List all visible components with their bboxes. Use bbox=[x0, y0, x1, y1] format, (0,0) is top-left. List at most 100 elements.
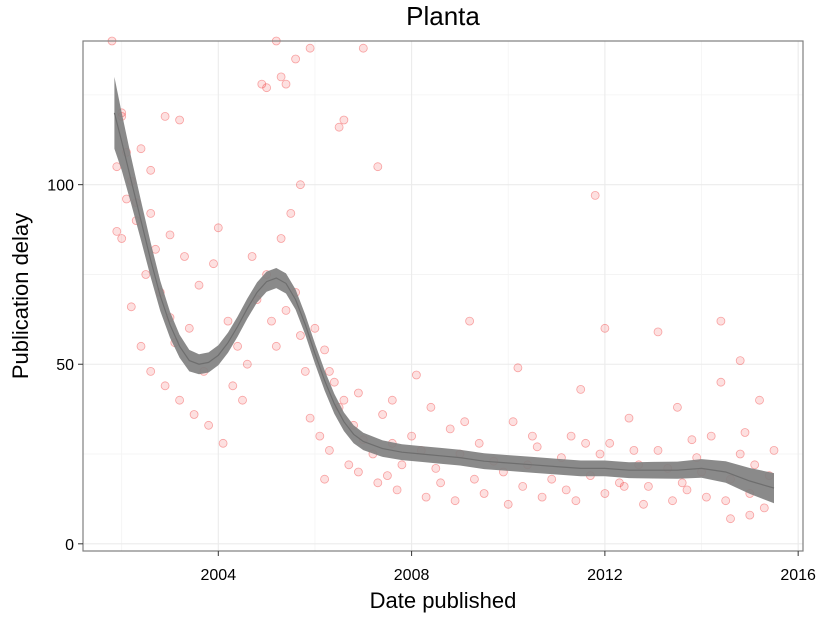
data-point bbox=[600, 323, 610, 333]
y-axis-ticks: 0 50 100 bbox=[47, 178, 83, 554]
x-tick-label: 2016 bbox=[780, 567, 816, 584]
data-point bbox=[537, 492, 547, 502]
data-point bbox=[281, 79, 291, 89]
data-point bbox=[339, 115, 349, 125]
x-axis-ticks: 2004 2008 2012 2016 bbox=[201, 551, 816, 584]
data-point bbox=[653, 327, 663, 337]
data-point bbox=[126, 302, 136, 312]
data-point bbox=[339, 395, 349, 405]
data-point bbox=[204, 420, 214, 430]
data-point bbox=[735, 449, 745, 459]
data-point bbox=[180, 252, 189, 261]
data-point bbox=[112, 226, 122, 236]
data-point bbox=[238, 395, 247, 405]
data-point bbox=[769, 445, 779, 455]
data-point bbox=[460, 417, 470, 427]
data-point bbox=[600, 489, 610, 498]
data-point bbox=[233, 341, 243, 351]
data-point bbox=[644, 481, 653, 491]
data-point bbox=[590, 190, 600, 200]
data-point bbox=[721, 496, 731, 506]
data-point bbox=[615, 478, 624, 488]
data-point bbox=[668, 496, 677, 506]
data-point bbox=[358, 43, 368, 53]
data-point bbox=[653, 445, 663, 455]
smooth-line bbox=[113, 112, 775, 489]
data-point bbox=[566, 431, 576, 441]
data-point bbox=[421, 492, 431, 502]
data-point bbox=[716, 316, 726, 326]
data-point bbox=[286, 208, 296, 218]
data-point bbox=[750, 460, 760, 470]
data-point bbox=[262, 83, 272, 93]
data-point bbox=[223, 316, 233, 326]
data-point bbox=[276, 234, 286, 243]
data-point bbox=[165, 230, 175, 240]
data-point bbox=[320, 474, 330, 484]
data-point bbox=[702, 492, 711, 502]
data-point bbox=[397, 460, 407, 470]
data-point bbox=[716, 377, 726, 387]
data-point bbox=[581, 438, 590, 448]
data-point bbox=[726, 514, 735, 524]
data-point bbox=[184, 323, 194, 333]
data-point bbox=[619, 481, 629, 491]
data-point bbox=[305, 43, 315, 53]
data-point bbox=[189, 410, 199, 419]
data-point bbox=[117, 234, 127, 243]
data-point bbox=[735, 356, 745, 366]
data-point bbox=[411, 370, 421, 380]
data-point bbox=[513, 363, 523, 373]
x-tick-label: 2012 bbox=[587, 567, 623, 584]
data-point bbox=[281, 305, 291, 315]
data-point bbox=[407, 431, 417, 441]
data-point bbox=[518, 481, 528, 491]
data-point bbox=[320, 345, 330, 355]
data-point bbox=[295, 331, 305, 340]
data-point bbox=[378, 410, 388, 419]
x-tick-label: 2004 bbox=[201, 567, 237, 584]
data-point bbox=[508, 417, 518, 427]
data-point bbox=[755, 395, 764, 405]
data-point bbox=[160, 112, 170, 121]
x-tick-label: 2008 bbox=[394, 567, 430, 584]
data-point bbox=[324, 366, 334, 376]
data-point bbox=[315, 431, 325, 441]
data-point bbox=[450, 496, 460, 506]
data-point bbox=[528, 431, 537, 441]
y-tick-label: 50 bbox=[56, 357, 74, 374]
data-point bbox=[353, 467, 363, 477]
data-point bbox=[373, 478, 383, 488]
data-point bbox=[228, 381, 238, 391]
data-point bbox=[257, 79, 267, 89]
data-point bbox=[213, 223, 223, 233]
data-point bbox=[136, 144, 146, 154]
data-point bbox=[353, 388, 363, 398]
data-point bbox=[605, 438, 615, 448]
data-point bbox=[426, 402, 436, 412]
data-point bbox=[624, 413, 634, 423]
data-point bbox=[209, 259, 218, 269]
data-point bbox=[305, 413, 315, 423]
data-point bbox=[344, 460, 354, 470]
data-point bbox=[310, 323, 320, 333]
y-axis-title: Publication delay bbox=[8, 213, 33, 379]
y-tick-label: 100 bbox=[47, 178, 74, 195]
data-point bbox=[677, 478, 687, 488]
data-point bbox=[334, 122, 344, 132]
data-point bbox=[324, 445, 334, 455]
data-point bbox=[532, 442, 542, 452]
data-point bbox=[479, 489, 489, 498]
data-point bbox=[431, 463, 441, 473]
data-point bbox=[141, 270, 151, 279]
chart-title: Planta bbox=[406, 1, 480, 31]
data-point bbox=[382, 471, 392, 481]
data-point bbox=[295, 180, 305, 190]
data-point bbox=[745, 510, 755, 520]
data-point bbox=[436, 478, 446, 488]
plot-panel-border bbox=[82, 40, 804, 552]
data-point bbox=[194, 280, 204, 290]
data-point bbox=[687, 435, 697, 445]
x-axis-title: Date published bbox=[370, 588, 517, 613]
data-point bbox=[218, 438, 228, 448]
